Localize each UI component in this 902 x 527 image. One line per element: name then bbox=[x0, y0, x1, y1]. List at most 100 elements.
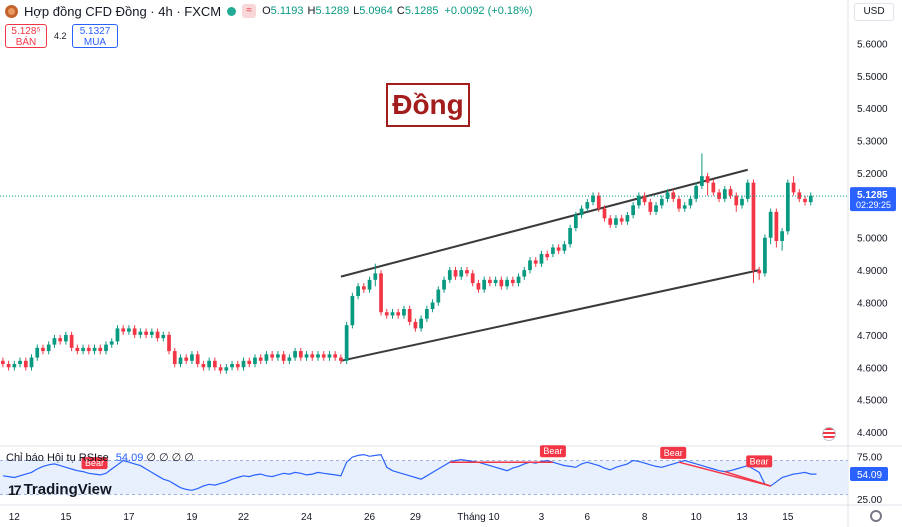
candle bbox=[768, 208, 773, 245]
candle bbox=[700, 153, 704, 190]
candle-body bbox=[430, 302, 435, 309]
candle bbox=[528, 257, 532, 274]
candle bbox=[356, 283, 360, 300]
candle bbox=[339, 354, 343, 365]
candle-body bbox=[470, 273, 475, 284]
candle-body bbox=[413, 321, 418, 329]
candle-body bbox=[785, 182, 790, 232]
candle-body bbox=[213, 360, 217, 368]
candle-body bbox=[69, 334, 74, 348]
candle-body bbox=[258, 357, 263, 361]
candle bbox=[465, 266, 469, 277]
candle-body bbox=[545, 253, 550, 258]
candle-body bbox=[614, 218, 618, 225]
candle bbox=[350, 292, 355, 329]
candle-body bbox=[648, 202, 653, 212]
candle bbox=[69, 331, 74, 352]
candle bbox=[608, 215, 613, 229]
candle-body bbox=[367, 279, 372, 290]
candle-body bbox=[207, 360, 211, 368]
candle-body bbox=[591, 195, 595, 203]
bear-badge-label: Bear bbox=[85, 458, 104, 468]
candle bbox=[545, 250, 550, 261]
candle-body bbox=[264, 354, 269, 361]
candle-body bbox=[568, 228, 572, 245]
bear-badge: Bear bbox=[539, 445, 566, 458]
bear-divergence-line bbox=[678, 461, 771, 487]
candle-body bbox=[425, 308, 429, 319]
candle bbox=[556, 244, 561, 254]
tradingview-logo[interactable]: 17 TradingView bbox=[8, 481, 112, 498]
wave-icon: ≈ bbox=[242, 4, 257, 18]
candle-body bbox=[224, 367, 229, 371]
candle bbox=[402, 305, 406, 319]
candle bbox=[642, 192, 647, 206]
bear-badge-label: Bear bbox=[543, 446, 562, 456]
candle-body bbox=[659, 198, 664, 206]
candle-body bbox=[505, 279, 509, 287]
candle-body bbox=[75, 347, 80, 352]
candle bbox=[52, 334, 57, 348]
candle bbox=[682, 202, 687, 212]
sell-price: 5.128⁵ bbox=[11, 26, 41, 37]
candle bbox=[808, 192, 813, 206]
candle bbox=[241, 357, 246, 371]
candle bbox=[430, 299, 435, 313]
candle bbox=[711, 179, 716, 196]
candle bbox=[654, 202, 658, 216]
bear-badge-bg bbox=[81, 457, 108, 470]
candle-body bbox=[642, 195, 647, 203]
candle bbox=[470, 270, 475, 287]
price-tick-label: 4.9000 bbox=[857, 266, 888, 277]
time-tick-label: 8 bbox=[642, 512, 648, 523]
candle-body bbox=[803, 198, 807, 203]
candle bbox=[413, 318, 418, 332]
candle-body bbox=[522, 270, 527, 277]
candle bbox=[717, 189, 721, 203]
candle-body bbox=[327, 354, 332, 358]
candle bbox=[539, 250, 544, 267]
candle bbox=[774, 208, 779, 248]
indicator-legend[interactable]: Chỉ báo Hội tụ RSIse 54.09 ∅ ∅ ∅ ∅ bbox=[6, 451, 194, 464]
candle bbox=[104, 341, 108, 355]
candle bbox=[791, 176, 796, 196]
bear-badge: Bear bbox=[81, 457, 108, 470]
candle bbox=[579, 205, 584, 219]
candle bbox=[488, 276, 492, 287]
candle-body bbox=[459, 270, 464, 277]
candle bbox=[482, 276, 487, 293]
buy-price: 5.1327 bbox=[79, 26, 111, 37]
ohlc-value: 5.0964 bbox=[359, 5, 393, 17]
bear-badge-label: Bear bbox=[664, 448, 683, 458]
sell-label: BÁN bbox=[15, 37, 37, 48]
candle bbox=[510, 276, 515, 287]
candle-body bbox=[625, 215, 630, 222]
currency-selector[interactable]: USD bbox=[854, 3, 894, 21]
candle-body bbox=[688, 198, 693, 206]
candle-body bbox=[465, 270, 469, 274]
indicator-value: 54.09 bbox=[115, 452, 144, 464]
candle-body bbox=[694, 185, 699, 199]
time-tick-label: 19 bbox=[186, 512, 198, 523]
candle-body bbox=[717, 192, 721, 199]
symbol-title[interactable]: Hợp đồng CFD Đồng · 4h · FXCM bbox=[24, 3, 222, 19]
candle-body bbox=[58, 338, 63, 342]
sell-button[interactable]: 5.128⁵ BÁN bbox=[5, 24, 47, 48]
candle-body bbox=[740, 198, 744, 206]
candle bbox=[373, 263, 378, 287]
candle bbox=[596, 192, 601, 212]
buy-button[interactable]: 5.1327 MUA bbox=[72, 24, 118, 48]
candle-body bbox=[671, 192, 676, 199]
change-value: +0.0092 (+0.18%) bbox=[444, 5, 533, 17]
candle-body bbox=[528, 260, 532, 271]
candle bbox=[722, 185, 727, 203]
candle bbox=[419, 315, 423, 332]
candle-body bbox=[419, 318, 423, 329]
price-tick-label: 5.4000 bbox=[857, 104, 888, 115]
candle bbox=[195, 351, 200, 368]
gear-icon[interactable] bbox=[870, 510, 882, 522]
candle-body bbox=[41, 347, 45, 352]
candle bbox=[763, 234, 767, 277]
market-open-icon bbox=[227, 6, 237, 16]
